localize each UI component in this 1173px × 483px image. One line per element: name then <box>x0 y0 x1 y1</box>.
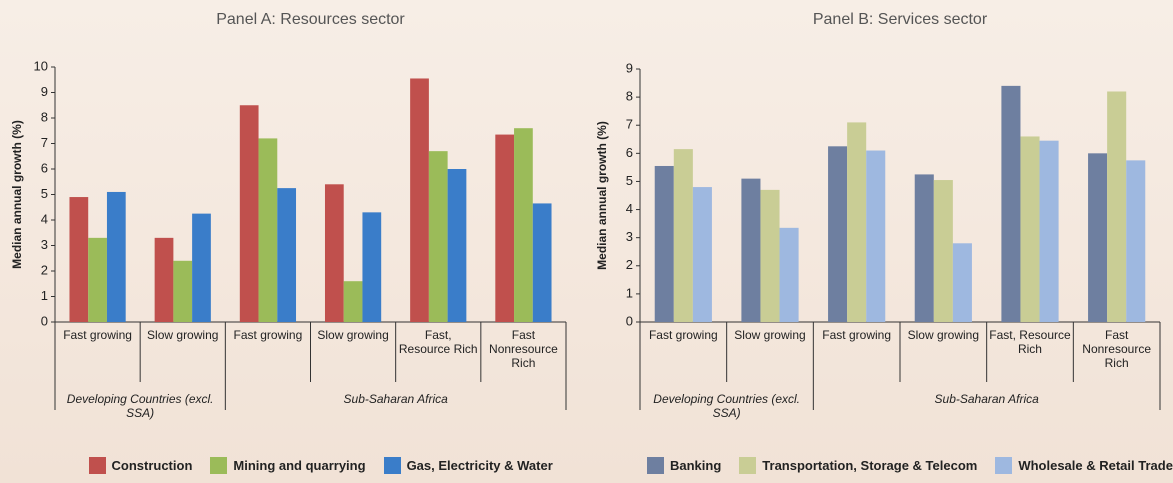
x-tick-label: Fast growing <box>648 328 718 342</box>
bar <box>933 180 953 322</box>
y-tick-label: 7 <box>626 117 633 132</box>
bar <box>1126 160 1146 322</box>
y-tick-label: 2 <box>41 262 48 277</box>
legend-item: Gas, Electricity & Water <box>383 457 553 474</box>
bar <box>760 189 780 322</box>
bar <box>447 169 467 322</box>
bar <box>258 138 278 322</box>
panel-title: Panel B: Services sector <box>813 11 988 28</box>
x-tick-label: Fast, Resource Rich <box>398 328 478 356</box>
y-tick-label: 9 <box>626 60 633 75</box>
legend-label: Mining and quarrying <box>233 458 366 473</box>
bar <box>1039 140 1059 322</box>
bar <box>532 203 552 322</box>
group-label: Sub-Saharan Africa <box>343 392 448 406</box>
bar <box>88 237 107 322</box>
y-tick-label: 8 <box>41 109 48 124</box>
y-tick-label: 8 <box>626 89 633 104</box>
legend-label: Wholesale & Retail Trade <box>1018 458 1173 473</box>
bar <box>154 237 174 322</box>
y-tick-label: 10 <box>34 58 48 73</box>
bar <box>495 134 515 322</box>
y-tick-label: 4 <box>41 211 48 226</box>
y-axis-label: Median annual growth (%) <box>10 120 24 269</box>
x-tick-label: Fast growing <box>822 328 891 342</box>
bar <box>828 146 848 322</box>
x-tick-label: Slow growing <box>147 328 219 342</box>
bar <box>362 212 382 322</box>
legend-swatch <box>995 457 1013 474</box>
y-tick-label: 1 <box>626 285 633 300</box>
bar <box>69 197 89 322</box>
panel-title: Panel A: Resources sector <box>216 11 405 28</box>
legend: Construction Mining and quarrying Gas, Ele… <box>88 457 553 474</box>
bar <box>1001 85 1021 322</box>
bar <box>514 128 533 322</box>
bar <box>952 243 972 322</box>
legend-swatch <box>88 457 106 474</box>
legend-swatch <box>210 457 228 474</box>
bar <box>1088 153 1108 322</box>
bar <box>410 78 429 322</box>
bar <box>324 184 344 322</box>
legend-swatch <box>739 457 757 474</box>
y-tick-label: 7 <box>41 135 48 150</box>
x-tick-label: Fast Nonresource Rich <box>489 328 558 370</box>
group-label: Developing Countries (excl. SSA) <box>653 392 801 420</box>
bar <box>239 105 259 322</box>
y-tick-label: 6 <box>41 160 48 175</box>
bar <box>343 281 363 322</box>
x-tick-label: Fast Nonresource Rich <box>1082 328 1151 370</box>
bar <box>277 188 297 322</box>
x-tick-label: Fast growing <box>233 328 303 342</box>
y-tick-label: 3 <box>626 229 633 244</box>
bar <box>847 122 867 323</box>
legend-item: Transportation, Storage & Telecom <box>739 457 977 474</box>
bar <box>673 149 693 322</box>
group-label: Developing Countries (excl. SSA) <box>66 392 214 420</box>
y-tick-label: 1 <box>41 288 48 303</box>
legend-swatch <box>647 457 664 474</box>
x-tick-label: Fast, Resource Rich <box>989 328 1071 356</box>
x-tick-label: Fast growing <box>63 328 132 342</box>
x-tick-label: Slow growing <box>907 328 980 342</box>
bar <box>692 187 712 322</box>
bar <box>654 165 674 322</box>
legend-item: Wholesale & Retail Trade <box>995 457 1173 474</box>
group-label: Sub-Saharan Africa <box>934 392 1039 406</box>
y-tick-label: 3 <box>41 237 48 252</box>
bar <box>741 178 761 322</box>
legend-swatch <box>383 457 401 474</box>
legend-label: Construction <box>111 458 193 473</box>
legend-label: Banking <box>670 458 722 473</box>
bar <box>106 191 126 322</box>
bar <box>866 150 886 322</box>
y-tick-label: 2 <box>626 257 633 272</box>
bar <box>1107 91 1127 322</box>
legend-item: Banking <box>647 457 721 474</box>
x-tick-label: Slow growing <box>734 328 806 342</box>
x-tick-label: Slow growing <box>317 328 389 342</box>
y-tick-label: 0 <box>41 313 48 328</box>
y-tick-label: 6 <box>626 145 633 160</box>
legend-item: Construction <box>88 457 193 474</box>
legend-label: Gas, Electricity & Water <box>406 458 553 473</box>
bar <box>173 260 193 322</box>
bar <box>914 174 934 322</box>
y-tick-label: 5 <box>626 173 633 188</box>
y-tick-label: 5 <box>41 186 48 201</box>
bar <box>1020 136 1040 322</box>
y-tick-label: 0 <box>626 313 633 328</box>
bar <box>428 151 448 322</box>
y-axis-label: Median annual growth (%) <box>595 121 609 270</box>
legend: Banking Transportation, Storage & Telecom… <box>647 457 1173 474</box>
y-tick-label: 4 <box>626 201 633 216</box>
legend-label: Transportation, Storage & Telecom <box>762 458 978 473</box>
y-tick-label: 9 <box>41 84 48 99</box>
bar <box>779 227 799 322</box>
legend-item: Mining and quarrying <box>210 457 366 474</box>
bar <box>192 213 211 322</box>
